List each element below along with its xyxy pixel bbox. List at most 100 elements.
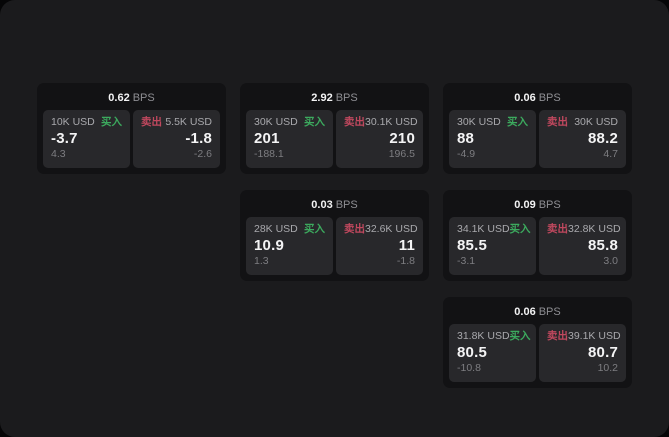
sell-amount: 32.8K USD (568, 223, 621, 235)
buy-quote-tile[interactable]: 30K USD 买入 88 -4.9 (449, 110, 536, 168)
bps-unit-label: BPS (538, 92, 561, 104)
buy-tile-top-row: 31.8K USD 买入 (457, 330, 531, 343)
sell-tile-top-row: 卖出 5.5K USD (141, 116, 212, 129)
sell-amount: 30K USD (574, 116, 618, 128)
sell-price: 11 (398, 237, 415, 254)
sell-side-label: 卖出 (547, 330, 568, 342)
bps-header: 0.62 BPS (43, 89, 220, 110)
buy-quote-tile[interactable]: 30K USD 买入 201 -188.1 (246, 110, 333, 168)
buy-delta: -4.9 (457, 148, 476, 160)
quote-card: 0.06 BPS 31.8K USD 买入 80.5 -10.8 卖出 39.1K… (443, 297, 632, 388)
bps-unit-label: BPS (335, 92, 358, 104)
sell-quote-tile[interactable]: 卖出 39.1K USD 80.7 10.2 (539, 324, 626, 382)
quote-tiles-row: 30K USD 买入 201 -188.1 卖出 30.1K USD 210 1… (246, 110, 423, 168)
sell-price: 80.7 (588, 344, 618, 361)
buy-amount: 31.8K USD (457, 330, 510, 342)
sell-price: -1.8 (185, 130, 212, 147)
bps-unit-label: BPS (335, 199, 358, 211)
sell-quote-tile[interactable]: 卖出 30K USD 88.2 4.7 (539, 110, 626, 168)
buy-amount: 10K USD (51, 116, 95, 128)
sell-side-label: 卖出 (344, 223, 365, 235)
sell-delta: -2.6 (193, 148, 212, 160)
bps-value: 0.06 (514, 306, 536, 318)
sell-side-label: 卖出 (344, 116, 365, 128)
bps-header: 0.09 BPS (449, 196, 626, 217)
bps-header: 2.92 BPS (246, 89, 423, 110)
buy-amount: 30K USD (254, 116, 298, 128)
buy-quote-tile[interactable]: 34.1K USD 买入 85.5 -3.1 (449, 217, 536, 275)
quote-tiles-row: 31.8K USD 买入 80.5 -10.8 卖出 39.1K USD 80.… (449, 324, 626, 382)
buy-delta: -3.1 (457, 255, 476, 267)
bps-value: 0.03 (311, 199, 333, 211)
buy-side-label: 买入 (101, 116, 122, 128)
quote-card: 2.92 BPS 30K USD 买入 201 -188.1 卖出 30.1K U… (240, 83, 429, 174)
sell-price: 210 (389, 130, 415, 147)
sell-side-label: 卖出 (547, 116, 568, 128)
sell-quote-tile[interactable]: 卖出 32.8K USD 85.8 3.0 (539, 217, 626, 275)
sell-quote-tile[interactable]: 卖出 30.1K USD 210 196.5 (336, 110, 423, 168)
sell-amount: 30.1K USD (365, 116, 418, 128)
buy-side-label: 买入 (507, 116, 528, 128)
buy-price: 10.9 (254, 237, 284, 254)
quote-card: 0.09 BPS 34.1K USD 买入 85.5 -3.1 卖出 32.8K … (443, 190, 632, 281)
sell-amount: 32.6K USD (365, 223, 418, 235)
quote-grid: 0.62 BPS 10K USD 买入 -3.7 4.3 卖出 5.5K USD … (37, 83, 632, 388)
buy-quote-tile[interactable]: 10K USD 买入 -3.7 4.3 (43, 110, 130, 168)
bps-header: 0.06 BPS (449, 89, 626, 110)
quote-card: 0.03 BPS 28K USD 买入 10.9 1.3 卖出 32.6K USD… (240, 190, 429, 281)
sell-tile-top-row: 卖出 30K USD (547, 116, 618, 129)
buy-quote-tile[interactable]: 28K USD 买入 10.9 1.3 (246, 217, 333, 275)
bps-value: 0.62 (108, 92, 130, 104)
buy-quote-tile[interactable]: 31.8K USD 买入 80.5 -10.8 (449, 324, 536, 382)
buy-tile-top-row: 30K USD 买入 (254, 116, 325, 129)
buy-delta: 1.3 (254, 255, 269, 267)
bps-unit-label: BPS (538, 199, 561, 211)
buy-price: 88 (457, 130, 475, 147)
sell-quote-tile[interactable]: 卖出 5.5K USD -1.8 -2.6 (133, 110, 220, 168)
bps-value: 2.92 (311, 92, 333, 104)
bps-value: 0.06 (514, 92, 536, 104)
quote-tiles-row: 30K USD 买入 88 -4.9 卖出 30K USD 88.2 4.7 (449, 110, 626, 168)
buy-delta: -10.8 (457, 362, 481, 374)
sell-side-label: 卖出 (547, 223, 568, 235)
quote-card: 0.62 BPS 10K USD 买入 -3.7 4.3 卖出 5.5K USD … (37, 83, 226, 174)
buy-side-label: 买入 (304, 116, 325, 128)
buy-amount: 34.1K USD (457, 223, 510, 235)
sell-side-label: 卖出 (141, 116, 162, 128)
sell-delta: 196.5 (388, 148, 415, 160)
buy-delta: -188.1 (254, 148, 284, 160)
bps-unit-label: BPS (132, 92, 155, 104)
sell-delta: 4.7 (603, 148, 618, 160)
bps-header: 0.03 BPS (246, 196, 423, 217)
bps-unit-label: BPS (538, 306, 561, 318)
sell-tile-top-row: 卖出 39.1K USD (547, 330, 621, 343)
sell-amount: 39.1K USD (568, 330, 621, 342)
sell-tile-top-row: 卖出 30.1K USD (344, 116, 418, 129)
quote-tiles-row: 28K USD 买入 10.9 1.3 卖出 32.6K USD 11 -1.8 (246, 217, 423, 275)
buy-delta: 4.3 (51, 148, 66, 160)
bps-header: 0.06 BPS (449, 303, 626, 324)
buy-side-label: 买入 (304, 223, 325, 235)
sell-delta: -1.8 (396, 255, 415, 267)
buy-side-label: 买入 (509, 223, 531, 235)
sell-tile-top-row: 卖出 32.6K USD (344, 223, 418, 236)
quote-tiles-row: 34.1K USD 买入 85.5 -3.1 卖出 32.8K USD 85.8… (449, 217, 626, 275)
buy-price: -3.7 (51, 130, 78, 147)
buy-tile-top-row: 28K USD 买入 (254, 223, 325, 236)
sell-delta: 10.2 (597, 362, 618, 374)
sell-quote-tile[interactable]: 卖出 32.6K USD 11 -1.8 (336, 217, 423, 275)
buy-tile-top-row: 34.1K USD 买入 (457, 223, 531, 236)
buy-price: 85.5 (457, 237, 487, 254)
buy-price: 201 (254, 130, 280, 147)
quote-card: 0.06 BPS 30K USD 买入 88 -4.9 卖出 30K USD 88… (443, 83, 632, 174)
buy-side-label: 买入 (509, 330, 531, 342)
buy-amount: 30K USD (457, 116, 501, 128)
buy-tile-top-row: 30K USD 买入 (457, 116, 528, 129)
sell-tile-top-row: 卖出 32.8K USD (547, 223, 621, 236)
sell-amount: 5.5K USD (165, 116, 212, 128)
buy-tile-top-row: 10K USD 买入 (51, 116, 122, 129)
bps-value: 0.09 (514, 199, 536, 211)
quote-tiles-row: 10K USD 买入 -3.7 4.3 卖出 5.5K USD -1.8 -2.… (43, 110, 220, 168)
buy-amount: 28K USD (254, 223, 298, 235)
